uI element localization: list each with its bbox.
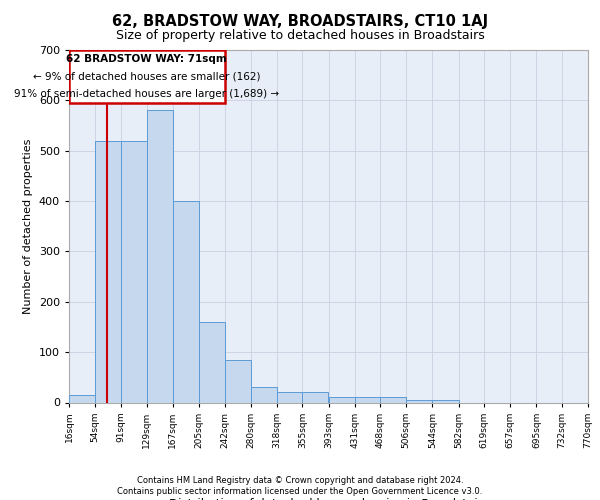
- Text: ← 9% of detached houses are smaller (162): ← 9% of detached houses are smaller (162…: [33, 72, 260, 82]
- Bar: [147, 110, 173, 403]
- Text: Contains public sector information licensed under the Open Government Licence v3: Contains public sector information licen…: [118, 487, 482, 496]
- Bar: [199, 322, 224, 402]
- Bar: [173, 201, 199, 402]
- Bar: [302, 392, 329, 402]
- Bar: [433, 400, 458, 402]
- Text: 91% of semi-detached houses are larger (1,689) →: 91% of semi-detached houses are larger (…: [14, 88, 280, 99]
- Y-axis label: Number of detached properties: Number of detached properties: [23, 138, 33, 314]
- Bar: [69, 395, 95, 402]
- Text: 62 BRADSTOW WAY: 71sqm: 62 BRADSTOW WAY: 71sqm: [67, 54, 227, 64]
- Bar: [69, 50, 224, 103]
- Bar: [251, 388, 277, 402]
- Text: Contains HM Land Registry data © Crown copyright and database right 2024.: Contains HM Land Registry data © Crown c…: [137, 476, 463, 485]
- Bar: [406, 400, 433, 402]
- Bar: [121, 140, 147, 402]
- Bar: [329, 398, 355, 402]
- Bar: [95, 140, 121, 402]
- Bar: [277, 392, 302, 402]
- X-axis label: Distribution of detached houses by size in Broadstairs: Distribution of detached houses by size …: [169, 498, 488, 500]
- Bar: [355, 398, 380, 402]
- Text: Size of property relative to detached houses in Broadstairs: Size of property relative to detached ho…: [116, 29, 484, 42]
- Bar: [224, 360, 251, 403]
- Bar: [380, 398, 406, 402]
- Text: 62, BRADSTOW WAY, BROADSTAIRS, CT10 1AJ: 62, BRADSTOW WAY, BROADSTAIRS, CT10 1AJ: [112, 14, 488, 29]
